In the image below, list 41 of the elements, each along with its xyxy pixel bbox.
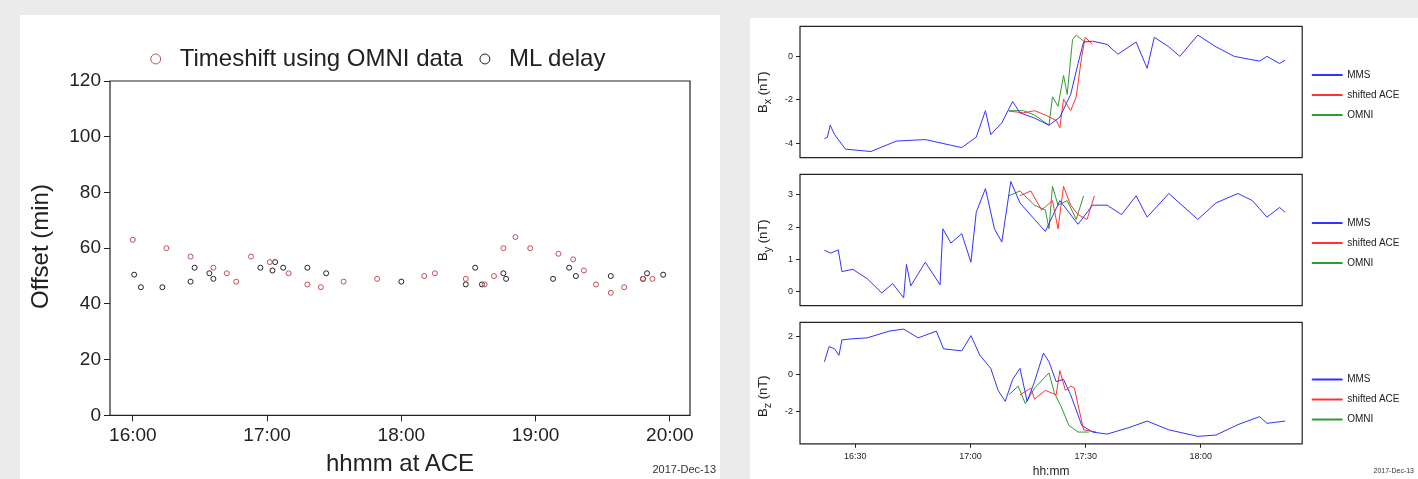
x-tick-label: 18:00 (1189, 450, 1213, 461)
y-tick-label: 0 (787, 286, 793, 297)
legend-label: MMS (1347, 373, 1371, 385)
y-tick-label: 0 (787, 50, 793, 61)
legend-label: shifted ACE (1347, 88, 1400, 100)
x-tick-label: 16:00 (109, 424, 157, 446)
legend-label: OMNI (1347, 413, 1374, 425)
x-tick-label: 17:00 (959, 450, 982, 461)
y-tick-label: -2 (784, 405, 793, 416)
x-tick-label: 17:30 (1074, 450, 1097, 461)
legend-label: MMS (1347, 68, 1371, 80)
y-tick-label: 2 (787, 221, 793, 232)
text: 2017-Dec-13 (652, 462, 716, 475)
legend-label: ML delay (508, 43, 606, 71)
x-tick-label: 17:00 (243, 424, 291, 446)
legend-label: Timeshift using OMNI data (179, 43, 464, 71)
y-tick-label: 0 (787, 368, 793, 379)
y-tick-label: 3 (787, 189, 793, 200)
y-tick-label: 100 (69, 124, 101, 146)
x-tick-label: 19:00 (511, 424, 560, 446)
y-tick-label: 20 (79, 347, 101, 369)
legend-label: MMS (1347, 216, 1371, 228)
y-tick-label: 0 (90, 403, 101, 425)
x-tick-label: 16:30 (844, 450, 867, 461)
legend-label: OMNI (1347, 256, 1374, 268)
y-tick-label: 80 (79, 180, 101, 202)
y-tick-label: -4 (784, 137, 793, 148)
legend-label: shifted ACE (1347, 236, 1400, 248)
y-tick-label: 120 (69, 69, 101, 91)
legend-label: OMNI (1347, 108, 1374, 120)
y-tick-label: -2 (784, 94, 793, 105)
y-tick-label: 40 (79, 292, 101, 314)
x-axis-title: hhmm at ACE (325, 449, 475, 477)
y-tick-label: 60 (79, 236, 101, 258)
y-tick-label: 1 (787, 254, 793, 265)
y-tick-label: 2 (787, 331, 793, 342)
y-axis-title: Offset (min) (25, 183, 54, 312)
x-tick-label: 18:00 (377, 424, 426, 446)
x-tick-label: 20:00 (646, 424, 694, 446)
x-axis-title: hh:mm (1032, 464, 1070, 479)
legend-label: shifted ACE (1347, 393, 1400, 405)
